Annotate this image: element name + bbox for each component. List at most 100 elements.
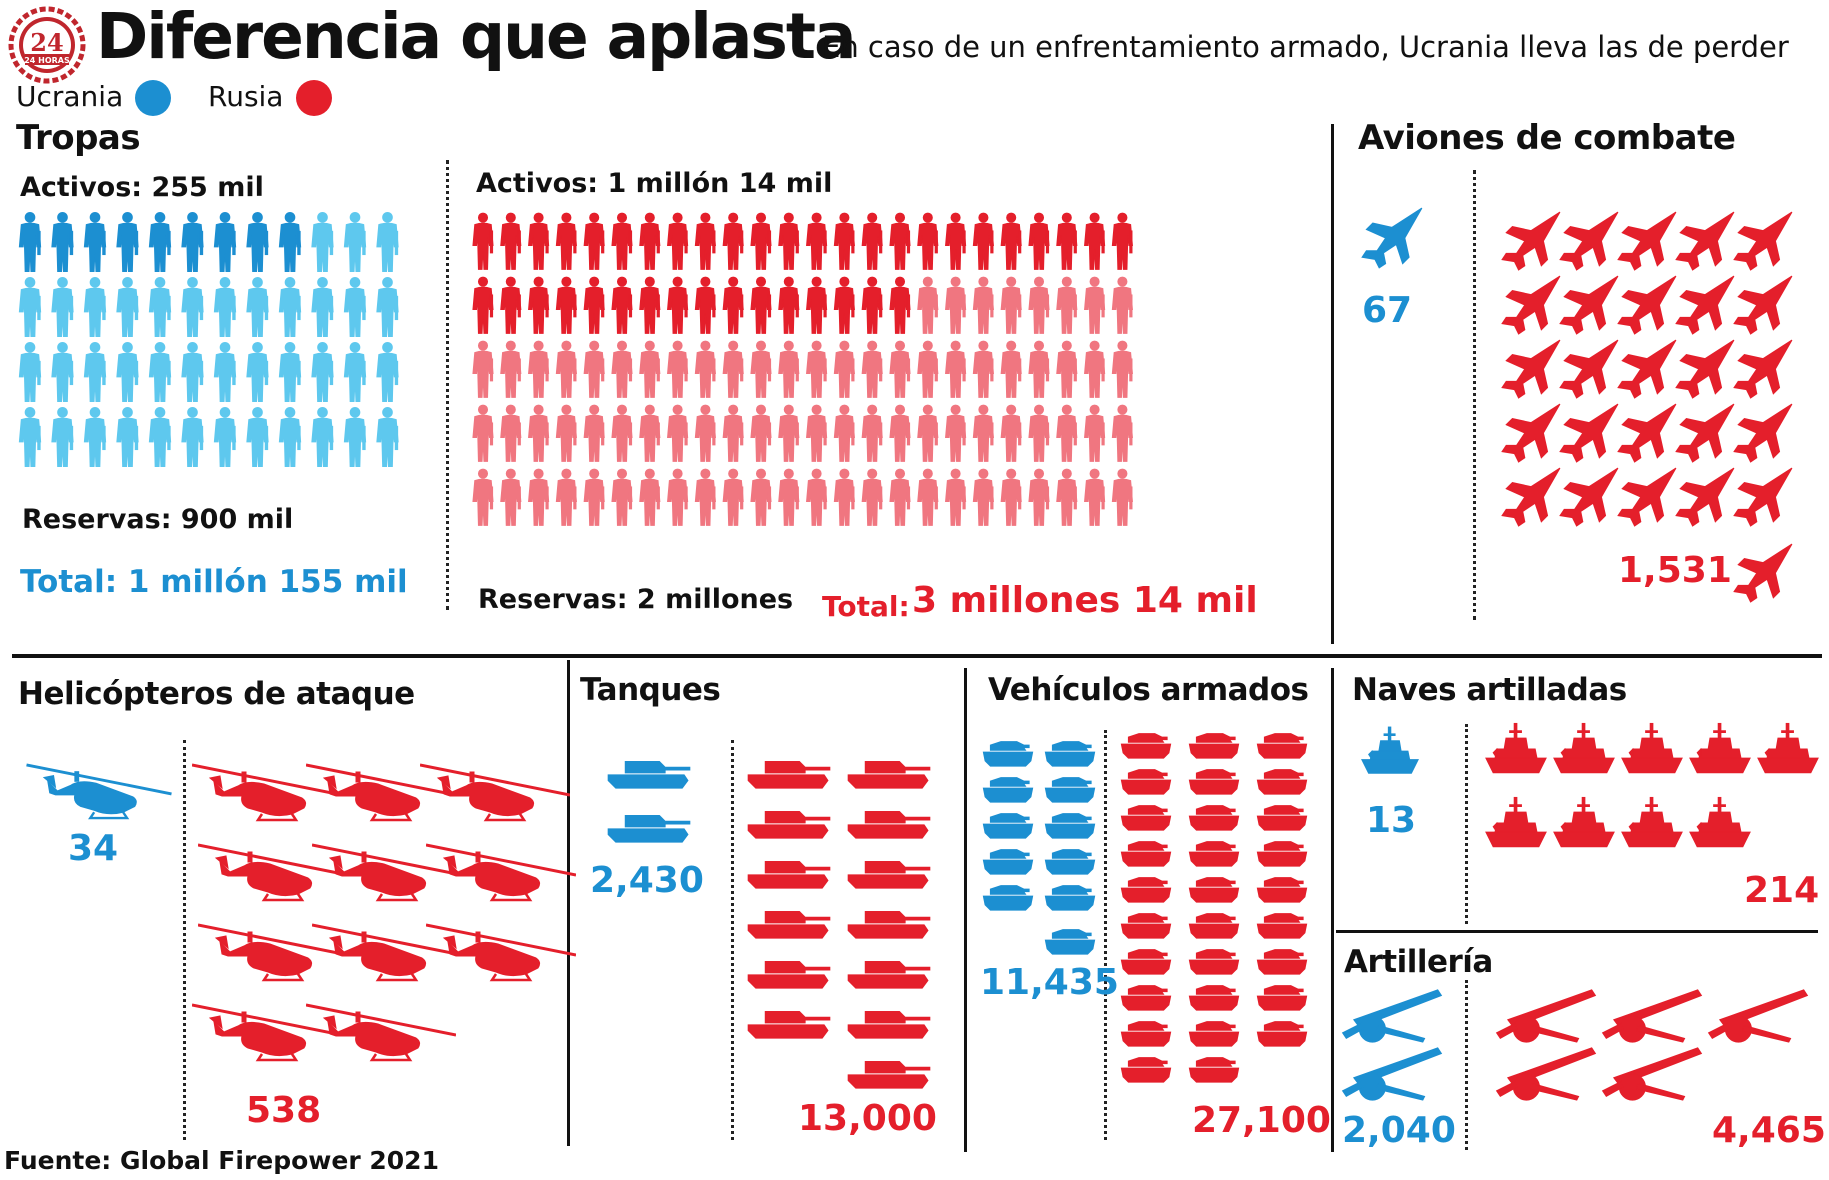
ukraine-active-label: Activos: 255 mil	[20, 172, 264, 203]
jet-russia-icon	[1675, 211, 1735, 271]
jet-russia-icon	[1617, 467, 1677, 527]
ukraine-reserve-label: Reservas: 900 mil	[22, 504, 294, 535]
soldier-russia-reserve-icon	[945, 340, 967, 398]
soldier-russia-reserve-icon	[1084, 404, 1106, 462]
tank-russia-icon	[847, 911, 931, 939]
soldier-russia-reserve-icon	[945, 468, 967, 526]
jet-russia-icon	[1559, 467, 1619, 527]
soldier-russia-reserve-icon	[1028, 404, 1050, 462]
troops-russia-pictograms	[472, 212, 1133, 526]
ukraine-artillery-value: 2,040	[1342, 1110, 1456, 1151]
soldier-russia-active-icon	[861, 276, 883, 334]
soldier-russia-reserve-icon	[889, 340, 911, 398]
ship-russia-icon	[1757, 722, 1819, 774]
soldier-russia-reserve-icon	[1111, 404, 1133, 462]
ship-russia-icon	[1553, 796, 1615, 848]
armored-vehicle-ukraine-icon	[982, 849, 1034, 875]
soldier-russia-reserve-icon	[750, 340, 772, 398]
jet-russia-icon	[1501, 339, 1561, 399]
soldier-russia-reserve-icon	[1056, 468, 1078, 526]
soldier-russia-reserve-icon	[1028, 340, 1050, 398]
soldier-russia-active-icon	[555, 212, 577, 270]
soldier-russia-active-icon	[639, 212, 661, 270]
artillery-russia-icon	[1496, 1047, 1596, 1101]
armored-vehicle-ukraine-icon	[982, 741, 1034, 767]
armored-vehicle-russia-icon	[1256, 805, 1308, 831]
svg-text:24: 24	[30, 28, 63, 57]
soldier-russia-reserve-icon	[722, 340, 744, 398]
soldier-russia-reserve-icon	[611, 340, 633, 398]
soldier-russia-reserve-icon	[972, 404, 994, 462]
divider-vertical-ships	[1331, 668, 1334, 1152]
armored-vehicle-russia-icon	[1256, 841, 1308, 867]
armored-vehicle-ukraine-icon	[1044, 741, 1096, 767]
soldier-ukraine-reserve-icon	[343, 407, 367, 467]
jet-russia-icon	[1617, 275, 1677, 335]
soldier-russia-reserve-icon	[611, 468, 633, 526]
soldier-russia-active-icon	[528, 276, 550, 334]
jet-russia-icon	[1733, 211, 1793, 271]
soldier-russia-active-icon	[889, 276, 911, 334]
soldier-russia-reserve-icon	[889, 468, 911, 526]
soldier-russia-reserve-icon	[1084, 468, 1106, 526]
helicopter-pictograms	[26, 763, 576, 1062]
jet-russia-icon	[1733, 543, 1793, 603]
helicopter-russia-icon	[198, 923, 348, 982]
armored-vehicle-russia-icon	[1120, 1057, 1172, 1083]
soldier-russia-reserve-icon	[722, 404, 744, 462]
soldier-russia-reserve-icon	[1111, 340, 1133, 398]
soldier-russia-active-icon	[611, 212, 633, 270]
soldier-russia-active-icon	[861, 212, 883, 270]
legend-russia-label: Rusia	[208, 80, 284, 113]
soldier-russia-reserve-icon	[833, 340, 855, 398]
aircraft-pictograms	[1361, 207, 1793, 603]
ship-russia-icon	[1485, 722, 1547, 774]
armored-vehicle-russia-icon	[1188, 913, 1240, 939]
soldier-russia-reserve-icon	[583, 340, 605, 398]
soldier-russia-reserve-icon	[972, 276, 994, 334]
soldier-russia-reserve-icon	[1056, 276, 1078, 334]
tank-russia-icon	[747, 811, 831, 839]
soldier-russia-active-icon	[722, 276, 744, 334]
soldier-ukraine-active-icon	[116, 212, 139, 272]
jet-ukraine-icon	[1361, 207, 1423, 269]
soldier-russia-reserve-icon	[667, 404, 689, 462]
soldier-russia-reserve-icon	[722, 468, 744, 526]
artillery-ukraine-icon	[1342, 1047, 1442, 1101]
soldier-ukraine-reserve-icon	[278, 342, 302, 402]
soldier-russia-active-icon	[583, 212, 605, 270]
jet-russia-icon	[1617, 211, 1677, 271]
soldier-russia-reserve-icon	[555, 340, 577, 398]
soldier-russia-reserve-icon	[639, 340, 661, 398]
soldier-russia-active-icon	[778, 276, 800, 334]
armored-vehicle-russia-icon	[1120, 1021, 1172, 1047]
soldier-ukraine-reserve-icon	[343, 277, 367, 337]
logo: 24 24 HORAS	[8, 6, 86, 84]
page-subtitle: En caso de un enfrentamiento armado, Ucr…	[822, 30, 1789, 64]
soldier-russia-reserve-icon	[1084, 340, 1106, 398]
ukraine-ships-value: 13	[1366, 800, 1417, 841]
soldier-ukraine-active-icon	[51, 212, 74, 272]
soldier-russia-active-icon	[1111, 212, 1133, 270]
helicopter-russia-icon	[192, 1003, 342, 1062]
dotted-separator-tanks	[731, 740, 734, 1140]
tank-russia-icon	[747, 1011, 831, 1039]
helicopter-russia-icon	[420, 763, 570, 822]
soldier-ukraine-reserve-icon	[148, 277, 172, 337]
jet-russia-icon	[1733, 467, 1793, 527]
artillery-russia-icon	[1602, 989, 1702, 1043]
soldier-russia-active-icon	[555, 276, 577, 334]
ukraine-vehicles-value: 11,435	[980, 962, 1119, 1003]
soldier-russia-reserve-icon	[833, 468, 855, 526]
dotted-separator-ships	[1465, 724, 1468, 924]
soldier-russia-active-icon	[472, 276, 494, 334]
artillery-russia-icon	[1602, 1047, 1702, 1101]
legend-ukraine-label: Ucrania	[16, 80, 124, 113]
soldier-russia-active-icon	[694, 276, 716, 334]
soldier-russia-reserve-icon	[861, 404, 883, 462]
jet-russia-icon	[1501, 467, 1561, 527]
soldier-russia-active-icon	[528, 212, 550, 270]
armored-vehicle-ukraine-icon	[1044, 777, 1096, 803]
helicopter-russia-icon	[426, 923, 576, 982]
soldier-russia-reserve-icon	[917, 404, 939, 462]
